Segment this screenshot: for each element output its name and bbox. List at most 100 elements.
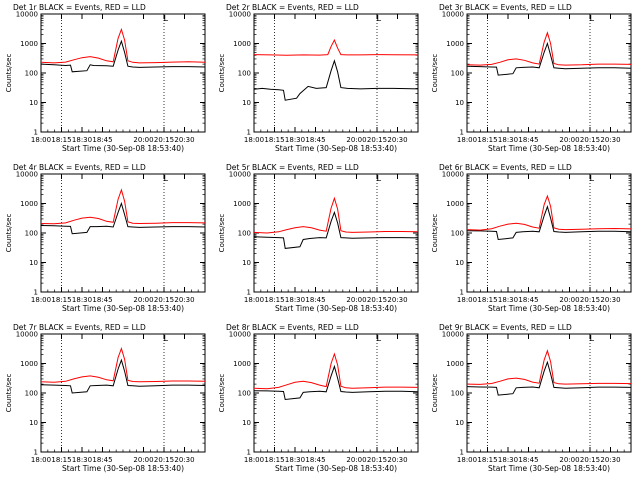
marker-label: L <box>164 334 169 343</box>
y-tick-label: 1 <box>34 449 38 457</box>
series-line-events <box>40 201 206 235</box>
x-tick-label: 18:30 <box>72 456 92 464</box>
panel-4: Det 4r BLACK = Events, RED = LLD 1 10 100 10… <box>5 163 206 313</box>
marker-label: L <box>164 174 169 183</box>
y-tick-label: 100 <box>238 390 251 398</box>
y-tick-label: 10000 <box>229 171 251 179</box>
y-axis-label: Counts/sec <box>431 374 439 413</box>
series-line-lld <box>466 31 632 66</box>
series-line-events <box>253 210 419 249</box>
y-tick-label: 100 <box>238 70 251 78</box>
x-tick-label: 18:30 <box>72 136 92 144</box>
x-axis-label: Start Time (30-Sep-08 18:53:40) <box>275 304 397 313</box>
x-tick-label: 18:45 <box>305 136 325 144</box>
y-tick-label: 10 <box>455 419 464 427</box>
x-tick-label: 18:00 <box>457 456 477 464</box>
x-tick-label: 20:30 <box>174 296 194 304</box>
series-line-events <box>253 59 419 101</box>
marker-label: L <box>590 174 595 183</box>
y-tick-label: 1 <box>460 449 464 457</box>
y-tick-label: 10 <box>242 259 251 267</box>
x-tick-label: 18:15 <box>477 456 497 464</box>
x-tick-label: 20:30 <box>174 136 194 144</box>
series-line-lld <box>253 38 419 56</box>
y-tick-label: 1 <box>247 289 251 297</box>
x-tick-label: 18:00 <box>31 456 51 464</box>
plot-frame <box>253 333 419 453</box>
x-tick-label: 18:30 <box>498 456 518 464</box>
marker-label: L <box>590 14 595 23</box>
y-axis-label: Counts/sec <box>5 214 13 253</box>
x-tick-label: 18:15 <box>264 296 284 304</box>
x-axis-label: Start Time (30-Sep-08 18:53:40) <box>275 464 397 473</box>
y-tick-label: 1000 <box>20 200 38 208</box>
series-line-events <box>466 360 632 396</box>
panel-title: Det 6r BLACK = Events, RED = LLD <box>439 163 572 172</box>
x-tick-label: 20:00 <box>133 136 153 144</box>
panel-title: Det 3r BLACK = Events, RED = LLD <box>439 3 572 12</box>
y-tick-label: 10 <box>29 259 38 267</box>
plot-frame <box>466 333 632 453</box>
x-tick-label: 20:00 <box>559 136 579 144</box>
y-tick-label: 1000 <box>446 200 464 208</box>
y-tick-label: 1000 <box>233 200 251 208</box>
y-tick-label: 1000 <box>233 360 251 368</box>
series-line-lld <box>253 196 419 234</box>
panel-3: Det 3r BLACK = Events, RED = LLD 1 10 100 10… <box>431 3 632 153</box>
x-tick-label: 18:00 <box>244 456 264 464</box>
y-axis-label: Counts/sec <box>5 374 13 413</box>
y-tick-label: 100 <box>25 70 38 78</box>
x-tick-label: 18:00 <box>31 136 51 144</box>
plot-frame <box>40 333 206 453</box>
series-line-lld <box>466 194 632 231</box>
panel-6: Det 6r BLACK = Events, RED = LLD 1 10 100 10… <box>431 163 632 313</box>
x-tick-label: 20:00 <box>133 296 153 304</box>
x-tick-label: 18:30 <box>285 296 305 304</box>
x-tick-label: 20:30 <box>600 296 620 304</box>
x-tick-label: 20:15 <box>154 136 174 144</box>
x-tick-label: 18:45 <box>305 296 325 304</box>
y-tick-label: 1000 <box>20 40 38 48</box>
x-tick-label: 20:15 <box>580 136 600 144</box>
x-tick-label: 20:15 <box>367 136 387 144</box>
x-tick-label: 20:30 <box>174 456 194 464</box>
x-tick-label: 20:00 <box>133 456 153 464</box>
panel-5: Det 5r BLACK = Events, RED = LLD 1 10 100 10… <box>218 163 419 313</box>
y-tick-label: 10000 <box>229 331 251 339</box>
x-tick-label: 18:30 <box>498 136 518 144</box>
x-axis-label: Start Time (30-Sep-08 18:53:40) <box>488 464 610 473</box>
plot-frame <box>253 173 419 293</box>
y-tick-label: 10000 <box>442 331 464 339</box>
y-tick-label: 1 <box>460 129 464 137</box>
series-line-lld <box>40 188 206 225</box>
x-tick-label: 18:45 <box>305 456 325 464</box>
x-tick-label: 20:15 <box>580 456 600 464</box>
series-line-lld <box>40 27 206 64</box>
y-tick-label: 100 <box>451 230 464 238</box>
marker-label: L <box>590 334 595 343</box>
series-line-events <box>466 41 632 76</box>
x-tick-label: 18:00 <box>457 296 477 304</box>
marker-label: L <box>164 14 169 23</box>
x-tick-label: 20:15 <box>580 296 600 304</box>
x-tick-label: 18:00 <box>244 296 264 304</box>
series-line-lld <box>40 347 206 383</box>
x-axis-label: Start Time (30-Sep-08 18:53:40) <box>62 464 184 473</box>
plot-frame <box>40 173 206 293</box>
y-tick-label: 100 <box>25 390 38 398</box>
panel-7: Det 7r BLACK = Events, RED = LLD 1 10 100 10… <box>5 323 206 473</box>
y-tick-label: 10000 <box>442 171 464 179</box>
series-line-lld <box>466 349 632 385</box>
x-tick-label: 18:00 <box>457 136 477 144</box>
plot-frame <box>466 173 632 293</box>
marker-label: L <box>377 14 382 23</box>
panel-8: Det 8r BLACK = Events, RED = LLD 1 10 100 10… <box>218 323 419 473</box>
y-tick-label: 1000 <box>20 360 38 368</box>
y-axis-label: Counts/sec <box>218 374 226 413</box>
y-tick-label: 10 <box>242 419 251 427</box>
y-tick-label: 10 <box>455 259 464 267</box>
y-axis-label: Counts/sec <box>431 214 439 253</box>
plot-frame <box>40 13 206 133</box>
marker-label: L <box>377 334 382 343</box>
y-tick-label: 100 <box>451 390 464 398</box>
